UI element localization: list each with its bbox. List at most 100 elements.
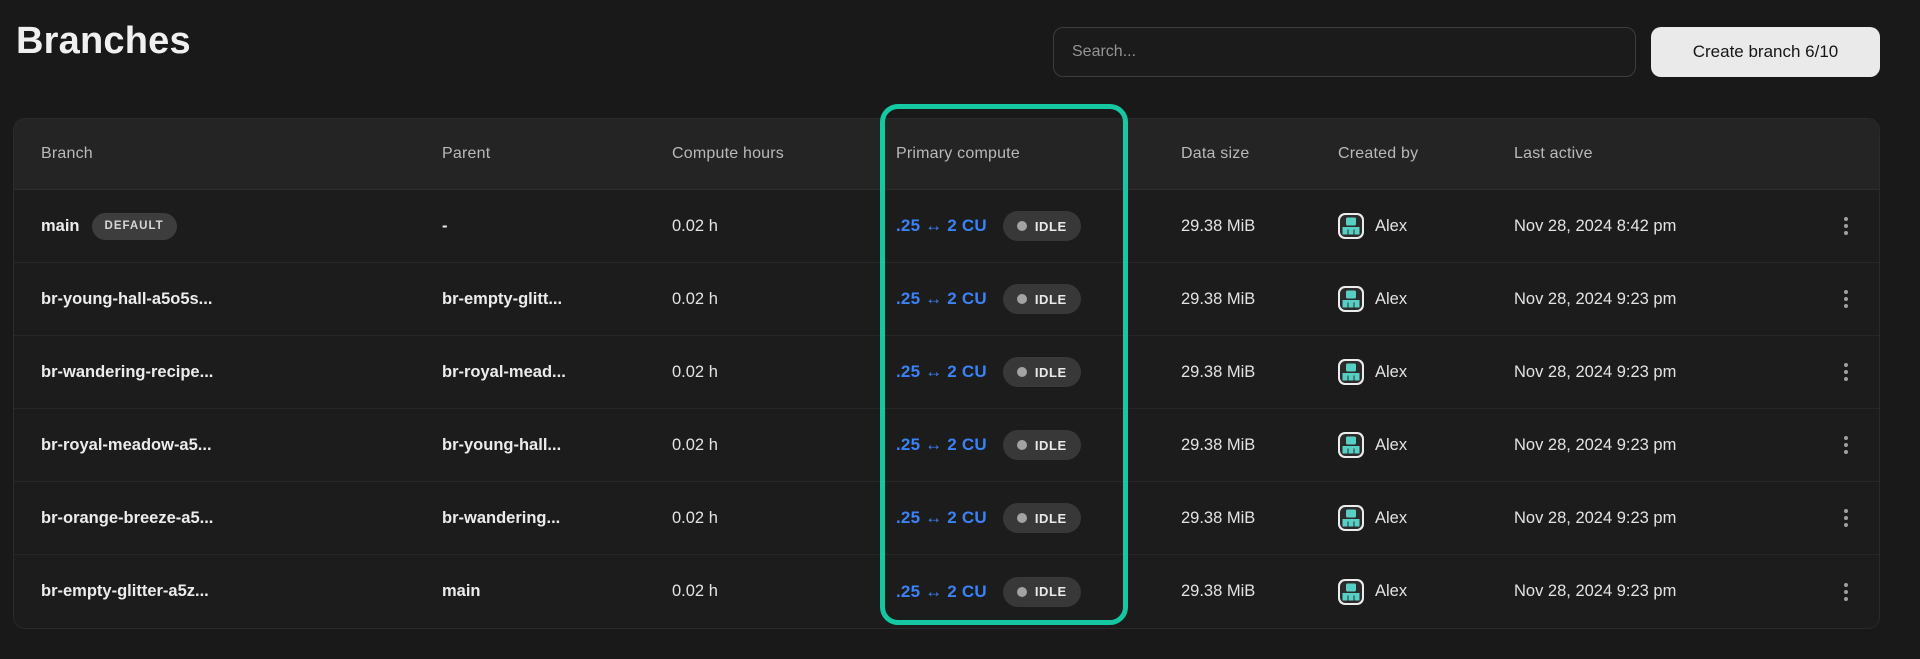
parent-cell: br-young-hall... [442,436,672,455]
primary-compute-cell: .25 ↔ 2 CU IDLE [896,576,1181,607]
status-dot-icon [1016,294,1027,304]
creator-name: Alex [1375,362,1408,381]
parent-cell: br-wandering... [442,509,672,528]
table-row[interactable]: br-empty-glitter-a5z... main 0.02 h .25 … [14,555,1879,628]
primary-compute-cell: .25 ↔ 2 CU IDLE [896,503,1181,533]
status-badge: IDLE [1002,430,1081,460]
column-header-data-size: Data size [1181,145,1250,162]
avatar [1338,213,1364,239]
column-header-branch: Branch [41,145,93,162]
avatar [1338,432,1364,458]
row-menu-button[interactable] [1829,355,1863,389]
table-row[interactable]: br-wandering-recipe... br-royal-mead... … [14,336,1879,409]
last-active-cell: Nov 28, 2024 9:23 pm [1514,582,1677,600]
parent-cell: br-empty-glitt... [442,290,672,309]
parent-cell: - [442,217,672,236]
created-by-cell: Alex [1338,359,1514,385]
column-header-created-by: Created by [1338,145,1419,162]
primary-compute-cell: .25 ↔ 2 CU IDLE [896,357,1181,387]
created-by-cell: Alex [1338,213,1514,239]
table-body: main DEFAULT - 0.02 h .25 ↔ 2 CU IDLE 29… [14,190,1879,628]
status-dot-icon [1016,221,1027,231]
column-header-primary-compute: Primary compute [896,145,1020,162]
branch-cell: br-young-hall-a5o5s... [41,290,442,309]
table-row[interactable]: br-royal-meadow-a5... br-young-hall... 0… [14,409,1879,482]
last-active-cell: Nov 28, 2024 9:23 pm [1514,435,1677,454]
compute-size-range[interactable]: .25 ↔ 2 CU [896,581,987,601]
default-badge: DEFAULT [91,212,177,240]
actions-cell [1811,575,1863,609]
creator-name: Alex [1375,435,1408,454]
creator-name: Alex [1375,508,1408,527]
avatar [1338,505,1364,531]
status-label: IDLE [1034,291,1067,307]
compute-size-range[interactable]: .25 ↔ 2 CU [896,289,987,308]
row-menu-button[interactable] [1829,428,1863,462]
primary-compute-cell: .25 ↔ 2 CU IDLE [896,430,1181,460]
branch-cell: br-wandering-recipe... [41,363,442,382]
status-badge: IDLE [1002,576,1081,607]
compute-size-range[interactable]: .25 ↔ 2 CU [896,508,987,527]
search-input[interactable] [1053,27,1636,77]
parent-branch-name: br-young-hall... [442,435,562,454]
parent-cell: main [442,582,672,601]
created-by-cell: Alex [1338,286,1514,312]
data-size-cell: 29.38 MiB [1181,362,1256,381]
compute-size-range[interactable]: .25 ↔ 2 CU [896,362,987,381]
row-menu-button[interactable] [1829,501,1863,535]
compute-hours-cell: 0.02 h [672,362,718,381]
compute-hours-cell: 0.02 h [672,216,718,235]
row-menu-button[interactable] [1829,575,1863,609]
table-row[interactable]: main DEFAULT - 0.02 h .25 ↔ 2 CU IDLE 29… [14,190,1879,263]
creator-name: Alex [1375,582,1408,600]
status-label: IDLE [1034,510,1067,526]
compute-size-range[interactable]: .25 ↔ 2 CU [896,216,987,235]
status-label: IDLE [1034,364,1067,380]
last-active-cell: Nov 28, 2024 9:23 pm [1514,289,1677,308]
table-row[interactable]: br-orange-breeze-a5... br-wandering... 0… [14,482,1879,555]
branch-name: br-orange-breeze-a5... [41,508,214,527]
compute-hours-cell: 0.02 h [672,289,718,308]
data-size-cell: 29.38 MiB [1181,582,1256,600]
status-dot-icon [1016,513,1027,523]
status-dot-icon [1016,586,1027,597]
avatar [1338,578,1364,605]
creator-name: Alex [1375,289,1408,308]
table-header-row: Branch Parent Compute hours Primary comp… [14,119,1879,190]
compute-hours-cell: 0.02 h [672,508,718,527]
created-by-cell: Alex [1338,432,1514,458]
branch-name: br-royal-meadow-a5... [41,435,212,454]
data-size-cell: 29.38 MiB [1181,508,1256,527]
avatar [1338,286,1364,312]
actions-cell [1811,282,1863,316]
last-active-cell: Nov 28, 2024 8:42 pm [1514,216,1677,235]
status-badge: IDLE [1002,284,1081,314]
table-row[interactable]: br-young-hall-a5o5s... br-empty-glitt...… [14,263,1879,336]
parent-branch-name: main [442,582,481,600]
compute-size-range[interactable]: .25 ↔ 2 CU [896,435,987,454]
row-menu-button[interactable] [1829,282,1863,316]
row-menu-button[interactable] [1829,209,1863,243]
branch-name: br-wandering-recipe... [41,362,214,381]
branch-cell: br-empty-glitter-a5z... [41,582,442,601]
parent-branch-name: - [442,216,448,235]
status-label: IDLE [1034,218,1067,234]
status-dot-icon [1016,440,1027,450]
creator-name: Alex [1375,216,1408,235]
branch-name: br-empty-glitter-a5z... [41,582,209,600]
created-by-cell: Alex [1338,505,1514,531]
branches-table: Branch Parent Compute hours Primary comp… [13,118,1880,629]
branch-name: main [41,216,80,235]
actions-cell [1811,209,1863,243]
column-header-parent: Parent [442,145,491,162]
actions-cell [1811,501,1863,535]
branch-cell: br-royal-meadow-a5... [41,436,442,455]
actions-cell [1811,355,1863,389]
status-badge: IDLE [1002,211,1081,241]
last-active-cell: Nov 28, 2024 9:23 pm [1514,362,1677,381]
page-title: Branches [16,20,191,62]
primary-compute-cell: .25 ↔ 2 CU IDLE [896,211,1181,241]
avatar [1338,359,1364,385]
create-branch-button[interactable]: Create branch 6/10 [1651,27,1880,77]
